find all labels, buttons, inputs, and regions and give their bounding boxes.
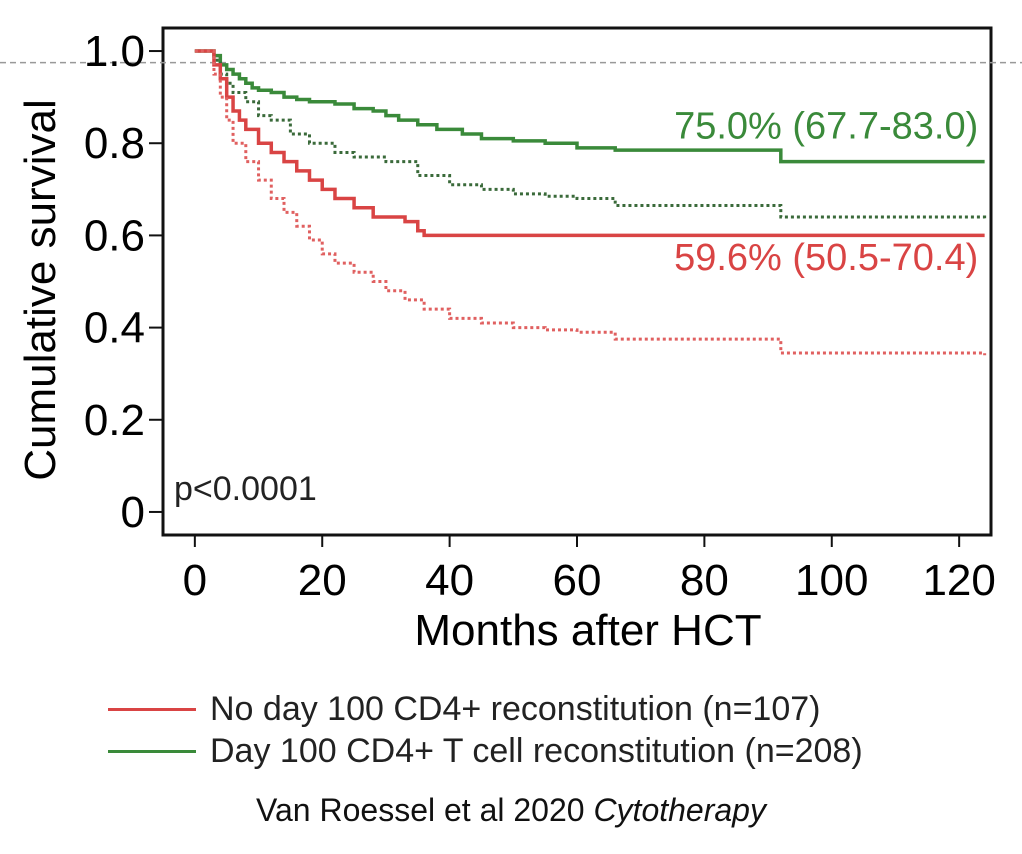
x-axis: 0 20 40 60 80 100 120 — [183, 535, 996, 605]
series-layer — [194, 49, 987, 356]
x-tick-label: 0 — [183, 556, 207, 605]
y-tick-label: 1.0 — [84, 27, 145, 76]
survival-annotation-1: 59.6% (50.5-70.4) — [674, 237, 978, 279]
citation: Van Roessel et al 2020 Cytotherapy — [0, 792, 1022, 829]
y-tick-label: 0.2 — [84, 396, 145, 445]
legend-item-reconstitution: Day 100 CD4+ T cell reconstitution (n=20… — [108, 730, 863, 772]
plot-frame — [161, 26, 993, 537]
y-tick-label: 0.6 — [84, 211, 145, 260]
citation-authors: Van Roessel et al 2020 — [256, 792, 585, 828]
survival-annotation-0: 75.0% (67.7-83.0) — [674, 106, 978, 148]
x-tick-label: 40 — [425, 556, 474, 605]
x-tick-label: 60 — [553, 556, 602, 605]
series-line-3 — [194, 49, 987, 356]
x-tick-label: 20 — [298, 556, 347, 605]
x-tick-label: 100 — [795, 556, 868, 605]
legend-item-no-reconstitution: No day 100 CD4+ reconstitution (n=107) — [108, 688, 863, 730]
y-axis: 0 0.2 0.4 0.6 0.8 1.0 — [84, 27, 163, 537]
citation-journal: Cytotherapy — [593, 792, 766, 828]
y-tick-label: 0 — [121, 488, 145, 537]
survival-chart: 0 0.2 0.4 0.6 0.8 1.0 0 20 40 60 80 100 120 75.0% (… — [0, 26, 1022, 655]
series-line-1 — [194, 49, 987, 220]
y-axis-title: Cumulative survival — [16, 99, 65, 480]
x-tick-label: 120 — [922, 556, 995, 605]
series-line-0 — [194, 49, 985, 164]
legend: No day 100 CD4+ reconstitution (n=107) D… — [108, 688, 863, 772]
legend-label: No day 100 CD4+ reconstitution (n=107) — [210, 689, 821, 728]
p-value: p<0.0001 — [174, 470, 317, 508]
legend-swatch-red — [108, 707, 196, 711]
x-tick-label: 80 — [680, 556, 729, 605]
y-tick-label: 0.8 — [84, 119, 145, 168]
series-line-2 — [194, 49, 985, 238]
x-axis-title: Months after HCT — [414, 606, 761, 655]
y-tick-label: 0.4 — [84, 304, 145, 353]
legend-swatch-green — [108, 749, 196, 753]
annotation-layer: 75.0% (67.7-83.0) 59.6% (50.5-70.4) — [674, 106, 978, 279]
legend-label: Day 100 CD4+ T cell reconstitution (n=20… — [210, 731, 863, 770]
